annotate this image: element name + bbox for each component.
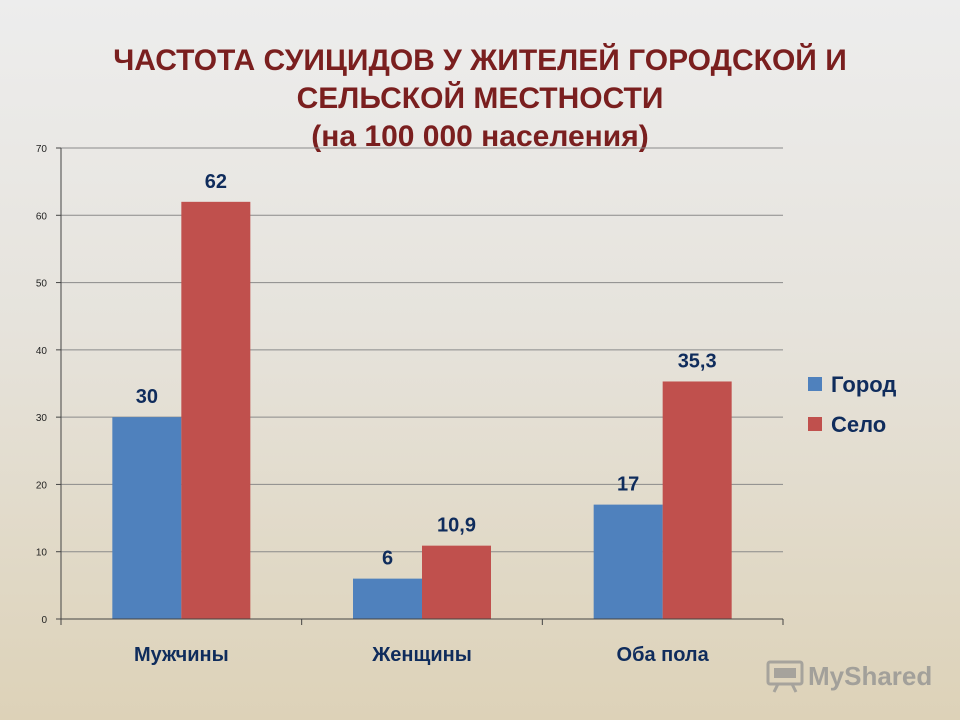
y-tick-label: 60 bbox=[36, 211, 48, 222]
category-label: Женщины bbox=[371, 644, 472, 666]
y-tick-label: 40 bbox=[36, 346, 48, 357]
category-label: Мужчины bbox=[134, 644, 229, 666]
presentation-board-icon bbox=[766, 660, 804, 693]
bar-selo bbox=[662, 381, 732, 619]
legend: Город Село bbox=[808, 372, 896, 437]
bar-gorod bbox=[112, 417, 182, 619]
data-labels: 30 62 6 10,9 17 35,3 bbox=[136, 171, 717, 570]
data-label: 30 bbox=[136, 386, 158, 408]
data-label: 62 bbox=[205, 171, 227, 193]
axes bbox=[56, 148, 784, 625]
y-tick-label: 70 bbox=[36, 144, 48, 155]
y-tick-label: 10 bbox=[36, 548, 48, 559]
legend-entry: Село bbox=[831, 412, 886, 437]
legend-swatch bbox=[808, 377, 822, 391]
bar-selo bbox=[422, 545, 491, 619]
data-label: 35,3 bbox=[678, 350, 717, 372]
y-tick-label: 20 bbox=[36, 480, 48, 491]
watermark: MyShared bbox=[766, 660, 932, 693]
y-tick-label: 0 bbox=[41, 615, 47, 626]
y-tick-label: 30 bbox=[36, 413, 48, 424]
y-axis-ticks: 0 10 20 30 40 50 60 70 bbox=[36, 144, 61, 626]
bar-gorod bbox=[593, 504, 663, 619]
bars bbox=[112, 201, 732, 620]
legend-swatch bbox=[808, 417, 822, 431]
bar-selo bbox=[181, 201, 251, 620]
legend-entry: Город bbox=[831, 372, 896, 397]
category-labels: Мужчины Женщины Оба пола bbox=[134, 644, 710, 666]
data-label: 6 bbox=[382, 548, 393, 570]
data-label: 17 bbox=[617, 474, 639, 496]
title-line-1: ЧАСТОТА СУИЦИДОВ У ЖИТЕЛЕЙ ГОРОДСКОЙ И bbox=[113, 43, 847, 77]
data-label: 10,9 bbox=[437, 515, 476, 537]
watermark-text: MyShared bbox=[808, 661, 932, 691]
category-label: Оба пола bbox=[617, 644, 710, 666]
title-line-2: СЕЛЬСКОЙ МЕСТНОСТИ bbox=[297, 81, 664, 115]
bar-gorod bbox=[353, 578, 422, 619]
y-tick-label: 50 bbox=[36, 279, 48, 290]
chart-title: ЧАСТОТА СУИЦИДОВ У ЖИТЕЛЕЙ ГОРОДСКОЙ И С… bbox=[113, 43, 847, 153]
